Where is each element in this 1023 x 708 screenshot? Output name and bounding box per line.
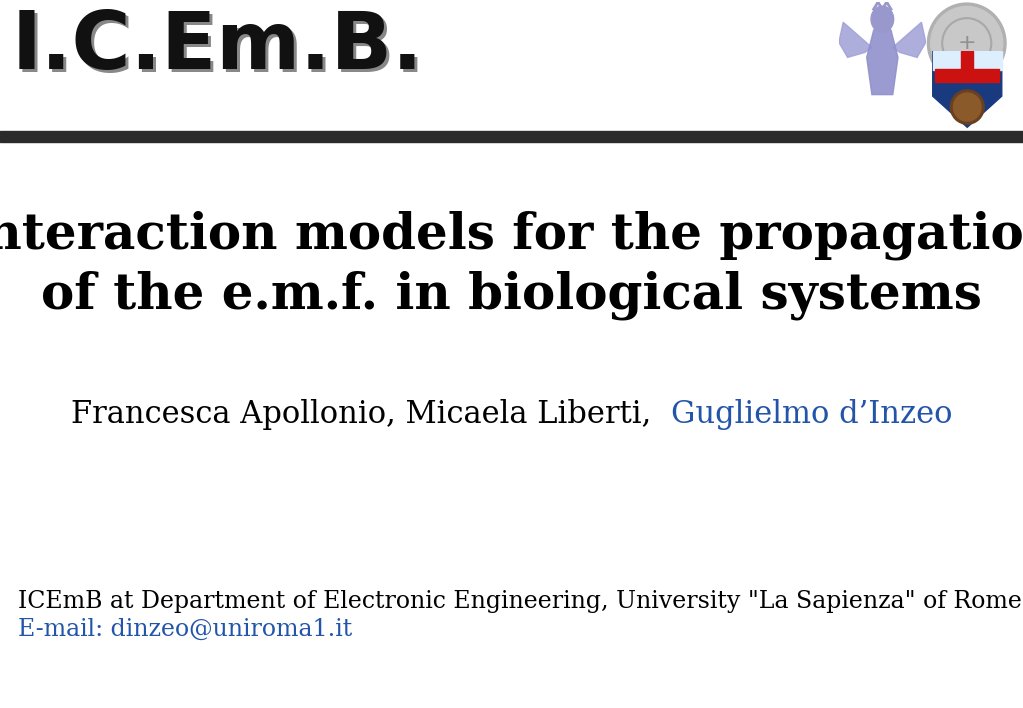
Circle shape <box>950 90 984 124</box>
Text: Interaction models for the propagation
of the e.m.f. in biological systems: Interaction models for the propagation o… <box>0 210 1023 321</box>
Bar <box>935 69 999 82</box>
Bar <box>962 51 974 71</box>
Text: Guglielmo d’Inzeo: Guglielmo d’Inzeo <box>671 399 952 430</box>
Circle shape <box>871 6 894 33</box>
Polygon shape <box>893 22 926 57</box>
Polygon shape <box>839 22 872 57</box>
Text: E-mail: dinzeo@uniroma1.it: E-mail: dinzeo@uniroma1.it <box>18 618 352 641</box>
Text: I.C.Em.B.: I.C.Em.B. <box>12 8 424 86</box>
Circle shape <box>928 3 1006 84</box>
Text: ICEmB at Department of Electronic Engineering, University "La Sapienza" of Rome: ICEmB at Department of Electronic Engine… <box>18 590 1022 613</box>
Polygon shape <box>866 21 898 95</box>
Text: I.C.Em.B.: I.C.Em.B. <box>15 11 427 89</box>
Circle shape <box>953 93 981 121</box>
Text: Francesca Apollonio, Micaela Liberti,: Francesca Apollonio, Micaela Liberti, <box>71 399 671 430</box>
Text: +: + <box>958 33 976 53</box>
Polygon shape <box>933 51 1002 127</box>
Polygon shape <box>933 51 1002 71</box>
Circle shape <box>931 6 1003 80</box>
